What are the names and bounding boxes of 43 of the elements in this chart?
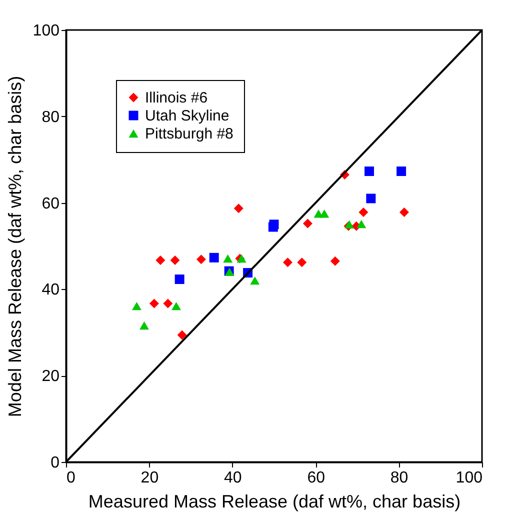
- point: [396, 166, 406, 176]
- x-tick-label: 100: [456, 470, 483, 486]
- point: [149, 298, 159, 308]
- legend-label: Illinois #6: [145, 90, 208, 106]
- point: [132, 302, 142, 310]
- point: [268, 222, 278, 232]
- y-axis-title: Model Mass Release (daf wt%, char basis): [4, 76, 25, 418]
- point: [366, 194, 376, 204]
- y-tick-label: 100: [32, 22, 60, 40]
- y-tick-label: 40: [42, 282, 60, 299]
- point: [358, 208, 368, 218]
- x-tick-label: 80: [390, 470, 408, 486]
- x-tick-label: 0: [66, 470, 76, 486]
- point: [320, 209, 330, 218]
- point: [364, 166, 374, 176]
- x-tick-label: 60: [307, 470, 326, 486]
- point: [139, 321, 149, 330]
- point: [282, 258, 292, 268]
- point: [297, 258, 307, 268]
- x-axis-title: Measured Mass Release (daf wt%, char basis): [88, 492, 461, 512]
- point: [196, 254, 206, 264]
- y-tick-label: 80: [42, 108, 60, 126]
- legend-label: Utah Skyline: [145, 108, 230, 124]
- y-tick-label: 60: [42, 195, 60, 212]
- point: [399, 208, 409, 218]
- x-tick-label: 20: [140, 470, 159, 486]
- x-tick-label: 40: [224, 470, 242, 486]
- point: [356, 220, 366, 228]
- point: [163, 298, 173, 308]
- point: [330, 256, 340, 266]
- point: [302, 218, 312, 228]
- point: [234, 204, 244, 214]
- legend-label: Pittsburgh #8: [145, 126, 234, 142]
- point: [170, 256, 180, 265]
- point: [171, 302, 181, 310]
- point: [174, 274, 184, 284]
- y-tick-label: 20: [42, 368, 60, 386]
- point: [156, 256, 166, 265]
- point: [223, 254, 233, 263]
- point: [250, 276, 260, 285]
- y-tick-label: 0: [50, 454, 60, 472]
- point: [177, 330, 187, 340]
- point: [209, 252, 219, 262]
